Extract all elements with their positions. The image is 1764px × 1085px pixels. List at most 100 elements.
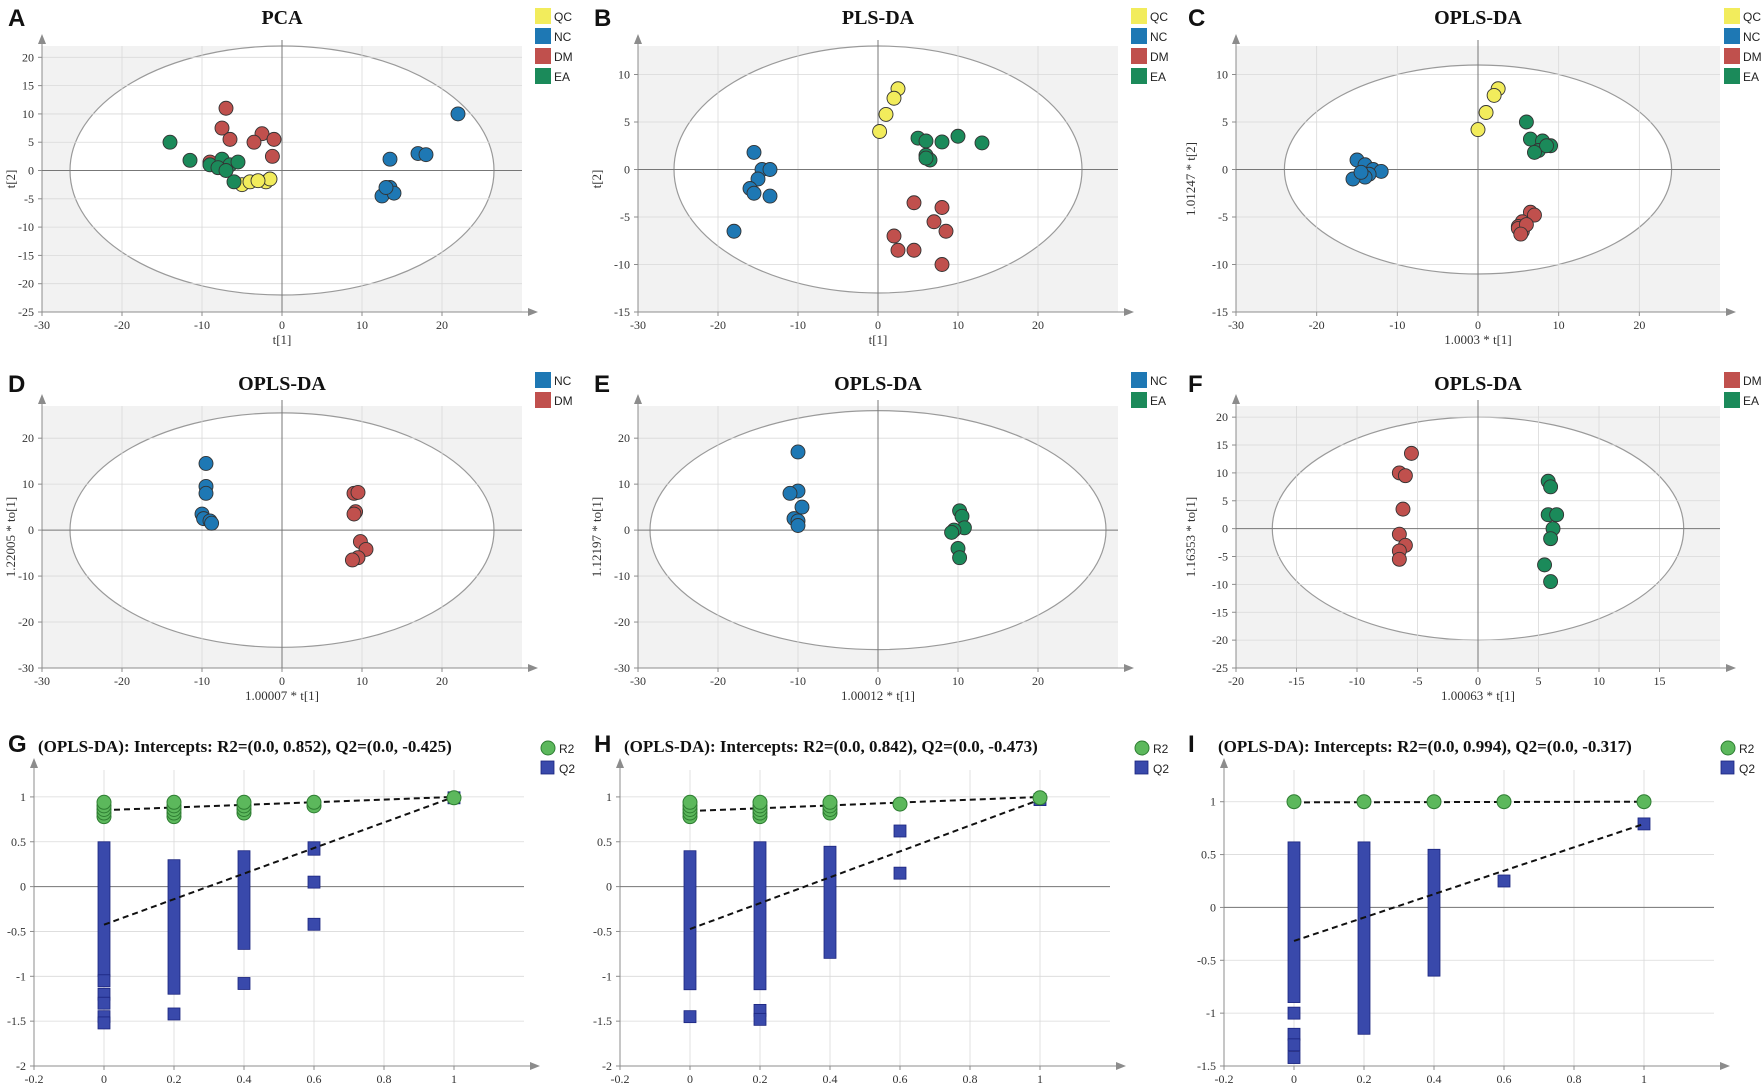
point-ea: [1543, 574, 1559, 590]
y-tick-label: -5: [24, 192, 34, 206]
x-tick-label: 0.2: [1357, 1072, 1372, 1084]
r2-point: [822, 794, 838, 810]
r2-point: [1356, 794, 1372, 810]
x-axis-arrow: [1726, 308, 1736, 316]
legend-swatch: [1131, 8, 1147, 24]
legend-label: NC: [554, 30, 572, 44]
r2-point: [1032, 790, 1048, 806]
legend-label: EA: [1743, 70, 1759, 84]
y-tick-label: -10: [614, 569, 630, 583]
y-tick-label: -10: [18, 220, 34, 234]
x-tick-label: 0.4: [1427, 1072, 1442, 1084]
legend-label: DM: [1743, 374, 1762, 388]
x-tick-label: -5: [1413, 674, 1423, 688]
y-tick-label: 20: [1216, 410, 1228, 424]
y-axis-label: 1.12197 * to[1]: [589, 497, 604, 578]
point-ea: [218, 163, 234, 178]
y-tick-label: -0.5: [593, 924, 612, 938]
panel-letter: C: [1188, 5, 1205, 32]
point-ea: [974, 135, 990, 151]
legend-item-ea: EA: [535, 68, 570, 84]
point-nc: [762, 188, 778, 204]
y-tick-label: -2: [16, 1059, 26, 1073]
chart-title: PLS-DA: [842, 7, 915, 29]
legend-label: R2: [1739, 742, 1755, 756]
y-tick-label: 1: [1210, 795, 1216, 809]
x-tick-label: 0.4: [823, 1072, 838, 1084]
y-tick-label: -1: [602, 969, 612, 983]
y-tick-label: -20: [18, 277, 34, 291]
point-nc: [762, 162, 778, 177]
legend-swatch: [1724, 372, 1740, 388]
q2-regression-line: [1293, 822, 1645, 942]
q2-point: [753, 1012, 767, 1026]
x-tick-label: 0: [875, 318, 881, 332]
legend-label: DM: [554, 394, 573, 408]
y-tick-label: 20: [22, 50, 34, 64]
y-tick-label: 0: [28, 164, 34, 178]
panel-letter: A: [8, 5, 25, 32]
q2-point: [167, 1007, 181, 1021]
q2-bar: [1287, 841, 1301, 1003]
x-tick-label: 10: [356, 318, 368, 332]
plot-area: [620, 770, 1110, 1066]
legend-item-ea: EA: [1724, 392, 1759, 408]
x-tick-label: -20: [1309, 318, 1325, 332]
panel-f: F OPLS-DA-20 -15 -10 -5 0 5 10 15-25-20-15-10-50…: [1183, 371, 1762, 703]
q2-bar: [683, 850, 697, 991]
y-tick-label: -15: [18, 248, 34, 262]
point-nc: [198, 485, 214, 501]
x-tick-label: -10: [790, 318, 806, 332]
point-ea: [918, 133, 934, 149]
x-tick-label: -0.2: [1215, 1072, 1234, 1084]
y-tick-label: -0.5: [7, 924, 26, 938]
point-dm: [938, 223, 954, 239]
x-tick-label: -20: [1228, 674, 1244, 688]
chart-title: (OPLS-DA): Intercepts: R2=(0.0, 0.994), …: [1218, 737, 1632, 756]
legend-label: EA: [1150, 394, 1166, 408]
x-tick-label: 0: [1291, 1072, 1297, 1084]
y-tick-label: -15: [1212, 305, 1228, 319]
legend-swatch: [535, 28, 551, 44]
legend-label: EA: [1150, 70, 1166, 84]
y-axis-arrow: [634, 34, 642, 44]
legend-marker-q2: [1720, 760, 1735, 775]
point-qc: [886, 90, 902, 106]
x-tick-label: -20: [710, 318, 726, 332]
legend-item-qc: QC: [535, 8, 572, 24]
legend-label: QC: [1150, 10, 1168, 24]
y-tick-label: -20: [18, 615, 34, 629]
legend-label: NC: [1743, 30, 1761, 44]
r2-point: [446, 790, 462, 806]
x-tick-label: 0.8: [1567, 1072, 1582, 1084]
point-dm: [934, 257, 950, 272]
y-tick-label: -5: [1218, 210, 1228, 224]
y-axis-arrow: [1232, 34, 1240, 44]
legend-item-r2: R2: [1720, 740, 1755, 756]
y-tick-label: -15: [1212, 605, 1228, 619]
x-tick-label: 1: [451, 1072, 457, 1084]
x-tick-label: 0: [279, 318, 285, 332]
point-ea: [182, 152, 198, 168]
r2-point: [1286, 794, 1302, 810]
point-dm: [1527, 207, 1542, 223]
x-tick-label: -30: [630, 674, 646, 688]
y-tick-label: -1: [1206, 1006, 1216, 1020]
r2-point: [1496, 794, 1512, 810]
x-axis-arrow: [530, 1062, 540, 1070]
legend-item-ea: EA: [1131, 68, 1166, 84]
point-nc: [378, 180, 394, 195]
q2-regression-line: [689, 798, 1041, 930]
y-tick-label: -1.5: [7, 1014, 26, 1028]
point-ea: [1543, 531, 1559, 547]
panel-d: D OPLS-DA -30 -20 -10 0 10 20 -30 -20 -10 0 10 20 1.00…: [3, 371, 573, 703]
point-ea: [950, 128, 966, 144]
panel-b: B PLS-DA -30 -20 -10 0 10 20 -15 -10 -5 0 5 10 t[1] t[2…: [589, 5, 1169, 347]
point-ea: [1543, 479, 1559, 495]
x-tick-label: -10: [194, 318, 210, 332]
legend-label: QC: [554, 10, 572, 24]
x-axis-arrow: [1726, 664, 1736, 672]
x-tick-label: -15: [1289, 674, 1305, 688]
panel-i: I (OPLS-DA): Intercepts: R2=(0.0, 0.994),…: [1188, 731, 1755, 1084]
legend-label: NC: [554, 374, 572, 388]
